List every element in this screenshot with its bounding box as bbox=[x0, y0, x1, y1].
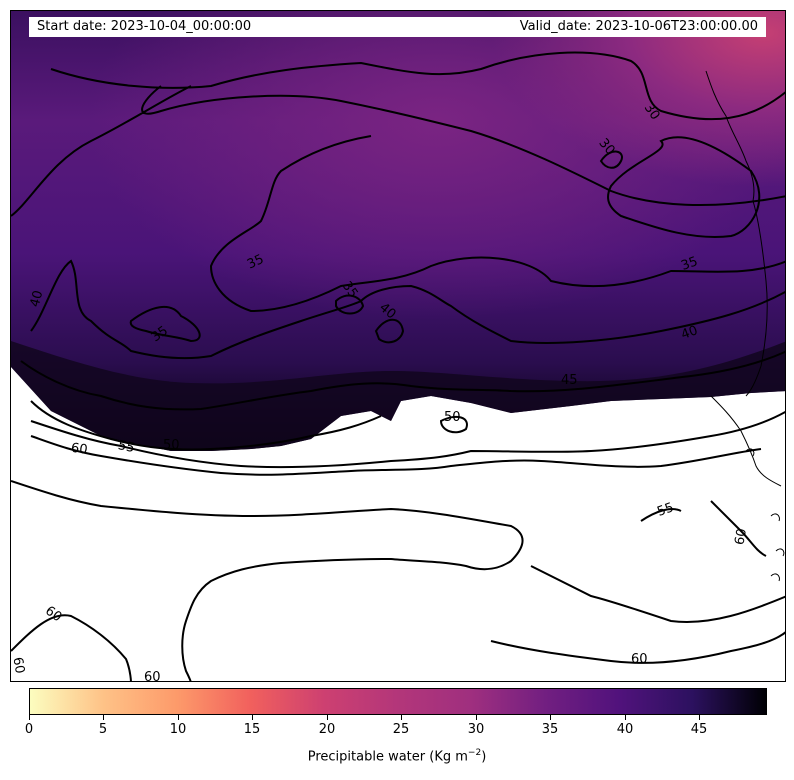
contour-label: 40 bbox=[28, 289, 47, 309]
contour-30-loop bbox=[599, 150, 623, 169]
contour-label: 50 bbox=[444, 410, 461, 425]
colorbar-tick bbox=[476, 715, 477, 720]
contour-lines bbox=[11, 51, 785, 681]
contour-35-small bbox=[335, 294, 365, 315]
colorbar-tick-label: 25 bbox=[392, 722, 410, 737]
colorbar bbox=[29, 688, 767, 715]
colorbar-title-prefix: Precipitable water (Kg m bbox=[307, 749, 468, 765]
contour-35-loop bbox=[129, 306, 201, 343]
start-date-label: Start date: 2023-10-04_00:00:00 bbox=[37, 19, 252, 34]
contour-label: 60 bbox=[11, 656, 27, 675]
colorbar-tick bbox=[29, 715, 30, 720]
colorbar-tick bbox=[625, 715, 626, 720]
contour-label: 55 bbox=[117, 438, 136, 456]
colorbar-tick-label: 30 bbox=[467, 722, 485, 737]
contour-60-southwest bbox=[11, 614, 132, 681]
colorbar-tick-label: 40 bbox=[616, 722, 634, 737]
contour-40-main bbox=[30, 259, 785, 360]
colorbar-title-suffix: ) bbox=[481, 749, 487, 765]
contour-50-loop bbox=[439, 415, 468, 434]
colorbar-title: Precipitable water (Kg m−2) bbox=[308, 748, 487, 764]
colorbar-tick-label: 10 bbox=[169, 722, 187, 737]
contour-30-north bbox=[50, 51, 785, 121]
contour-60-south bbox=[11, 480, 524, 681]
contour-label: 60 bbox=[70, 441, 88, 458]
contour-50-west bbox=[30, 400, 382, 451]
colorbar-tick bbox=[252, 715, 253, 720]
coastline-islets bbox=[745, 448, 785, 582]
contour-label: 50 bbox=[163, 438, 180, 453]
map-canvas: 30 30 35 35 35 35 40 40 40 45 50 55 55 6… bbox=[11, 11, 785, 682]
contour-60-east bbox=[710, 500, 767, 557]
colorbar-tick bbox=[699, 715, 700, 720]
colorbar-tick bbox=[178, 715, 179, 720]
colorbar-tick bbox=[327, 715, 328, 720]
contour-55-east bbox=[640, 508, 682, 522]
contour-label: 55 bbox=[655, 500, 676, 520]
contour-label: 45 bbox=[561, 373, 578, 388]
colorbar-tick-label: 45 bbox=[690, 722, 708, 737]
colorbar-tick-label: 20 bbox=[318, 722, 336, 737]
contour-55 bbox=[30, 410, 785, 469]
map-header: Start date: 2023-10-04_00:00:00 Valid_da… bbox=[29, 17, 766, 37]
contour-label: 40 bbox=[679, 323, 700, 343]
valid-date-label: Valid_date: 2023-10-06T23:00:00.00 bbox=[519, 19, 758, 34]
colorbar-tick-label: 15 bbox=[243, 722, 261, 737]
contour-label: 35 bbox=[245, 252, 266, 273]
contour-label: 60 bbox=[631, 652, 648, 667]
contour-label: 60 bbox=[732, 527, 750, 546]
contour-60-coast bbox=[530, 565, 785, 623]
coastlines bbox=[705, 70, 785, 582]
contour-45 bbox=[20, 350, 785, 411]
contour-40-loop bbox=[374, 318, 405, 344]
contour-30-inner bbox=[607, 136, 761, 238]
contour-60-southeast bbox=[490, 631, 785, 664]
contour-label: 35 bbox=[679, 254, 700, 274]
contour-labels: 30 30 35 35 35 35 40 40 40 45 50 55 55 6… bbox=[11, 101, 750, 682]
colorbar-tick bbox=[103, 715, 104, 720]
contour-60-west bbox=[30, 435, 762, 476]
contour-35-main bbox=[11, 85, 785, 313]
pw-dark-band bbox=[11, 341, 785, 451]
colorbar-tick-label: 0 bbox=[24, 722, 34, 737]
colorbar-title-exponent: −2 bbox=[467, 748, 482, 758]
colorbar-tick-label: 5 bbox=[98, 722, 108, 737]
contour-label: 60 bbox=[144, 670, 161, 682]
colorbar-tick-label: 35 bbox=[541, 722, 559, 737]
coastline-island bbox=[710, 395, 782, 487]
precipitable-water-map: 30 30 35 35 35 35 40 40 40 45 50 55 55 6… bbox=[10, 10, 786, 682]
coastline-east bbox=[705, 70, 768, 397]
colorbar-tick bbox=[550, 715, 551, 720]
colorbar-tick bbox=[401, 715, 402, 720]
